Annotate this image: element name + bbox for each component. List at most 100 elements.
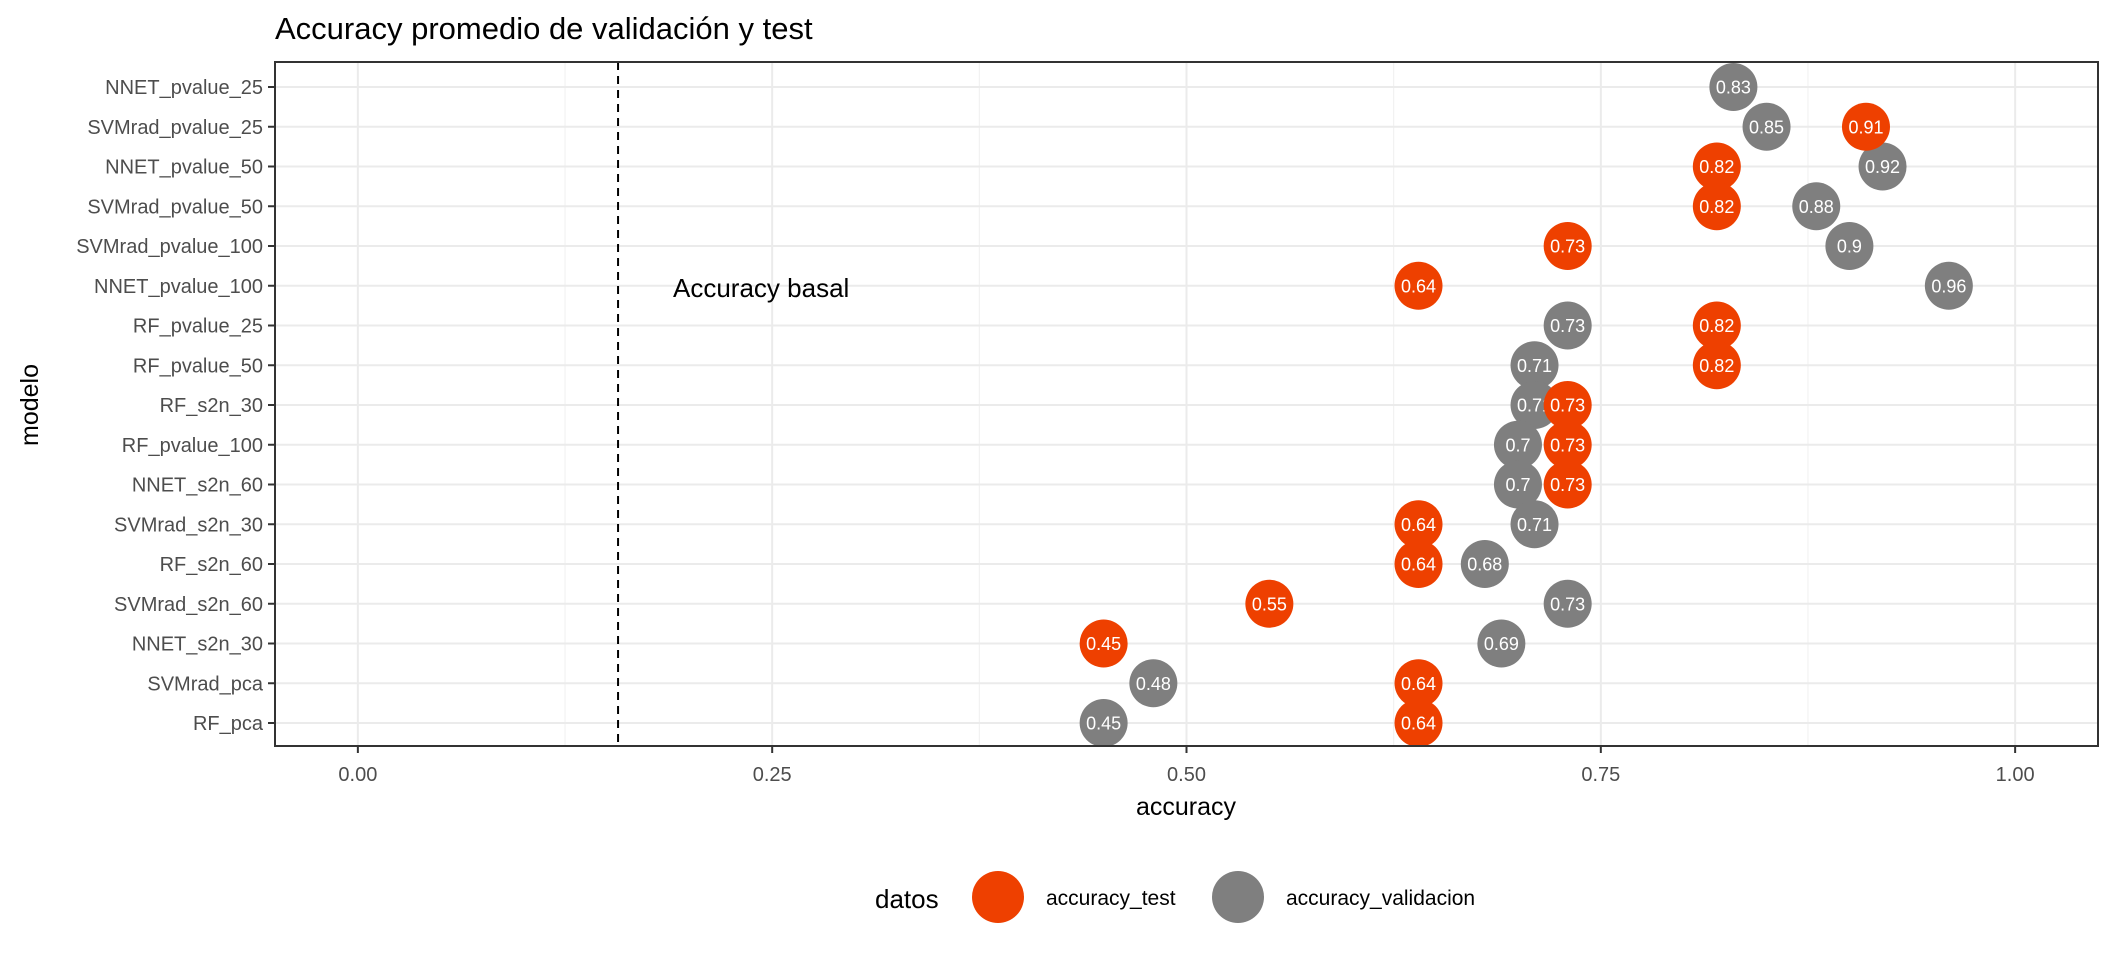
y-tick-label: NNET_s2n_30 [132,634,263,656]
data-label-accuracy_validacion: 0.45 [1086,714,1121,734]
data-point-accuracy_test [1079,619,1128,668]
reference-line-label: Accuracy basal [673,273,849,303]
data-point-accuracy_validacion [1742,102,1791,151]
data-point-accuracy_test [1543,381,1592,429]
data-label-accuracy_test: 0.73 [1550,396,1585,416]
data-point-accuracy_validacion [1858,142,1907,191]
y-axis-title: modelo [16,364,44,446]
data-label-accuracy_validacion: 0.73 [1550,594,1585,614]
data-point-accuracy_test [1394,540,1443,588]
data-label-accuracy_validacion: 0.71 [1517,396,1552,416]
data-label-accuracy_test: 0.82 [1699,157,1734,177]
data-label-accuracy_test: 0.64 [1401,276,1436,296]
y-tick-label: RF_pvalue_50 [133,355,263,377]
data-label-accuracy_validacion: 0.7 [1505,435,1530,455]
data-label-accuracy_test: 0.82 [1699,316,1734,336]
data-label-accuracy_test: 0.45 [1086,634,1121,654]
data-label-accuracy_validacion: 0.69 [1484,634,1519,654]
y-tick-label: SVMrad_pca [147,673,263,695]
data-point-accuracy_test [1543,222,1592,270]
legend-label-accuracy_validacion: accuracy_validacion [1286,887,1475,910]
y-tick-label: RF_s2n_30 [160,395,263,417]
data-point-accuracy_validacion [1543,579,1592,628]
y-tick-label: SVMrad_s2n_60 [114,594,263,616]
data-point-accuracy_test [1692,341,1741,390]
data-point-accuracy_validacion [1129,659,1178,708]
data-point-accuracy_validacion [1079,699,1128,747]
data-label-accuracy_test: 0.64 [1401,674,1436,694]
x-tick-label: 0.50 [1167,764,1206,786]
x-axis-title: accuracy [1136,793,1237,821]
data-point-accuracy_test [1245,579,1294,628]
legend-label-accuracy_test: accuracy_test [1046,887,1176,910]
data-point-accuracy_test [1394,500,1443,549]
data-point-accuracy_test [1692,182,1741,231]
data-point-accuracy_validacion [1510,381,1559,429]
data-point-accuracy_validacion [1460,540,1509,588]
data-point-accuracy_validacion [1510,341,1559,390]
y-tick-label: NNET_pvalue_100 [94,276,263,298]
data-label-accuracy_validacion: 0.92 [1865,157,1900,177]
data-label-accuracy_validacion: 0.96 [1931,276,1966,296]
data-point-accuracy_validacion [1493,420,1542,469]
data-point-accuracy_test [1692,142,1741,191]
data-label-accuracy_validacion: 0.48 [1136,674,1171,694]
legend-title: datos [875,884,939,914]
data-point-accuracy_test [1841,102,1890,151]
data-label-accuracy_validacion: 0.9 [1837,237,1862,257]
data-label-accuracy_test: 0.82 [1699,356,1734,376]
data-point-accuracy_validacion [1510,500,1559,549]
data-label-accuracy_test: 0.64 [1401,714,1436,734]
data-point-accuracy_validacion [1792,182,1841,231]
data-label-accuracy_test: 0.91 [1848,117,1883,137]
data-label-accuracy_validacion: 0.88 [1799,197,1834,217]
data-point-accuracy_test [1394,699,1443,747]
x-tick-label: 0.25 [753,764,792,786]
data-label-accuracy_test: 0.64 [1401,555,1436,575]
legend: datos accuracy_test accuracy_validacion [875,871,1475,923]
data-label-accuracy_test: 0.73 [1550,237,1585,257]
data-point-accuracy_validacion [1477,619,1526,668]
y-tick-label: NNET_s2n_60 [132,475,263,497]
x-tick-label: 1.00 [1996,764,2035,786]
data-label-accuracy_test: 0.55 [1252,594,1287,614]
data-point-accuracy_test [1543,460,1592,509]
data-label-accuracy_test: 0.82 [1699,197,1734,217]
data-point-accuracy_test [1394,659,1443,708]
data-label-accuracy_validacion: 0.73 [1550,316,1585,336]
data-label-accuracy_validacion: 0.71 [1517,356,1552,376]
data-label-accuracy_test: 0.73 [1550,435,1585,455]
data-label-accuracy_validacion: 0.83 [1716,78,1751,98]
y-tick-label: SVMrad_pvalue_50 [87,196,263,218]
data-point-accuracy_test [1543,420,1592,469]
legend-key-accuracy_validacion [1212,871,1264,923]
data-label-accuracy_validacion: 0.68 [1467,555,1502,575]
data-label-accuracy_validacion: 0.85 [1749,117,1784,137]
chart-title: Accuracy promedio de validación y test [275,11,813,46]
data-point-accuracy_validacion [1825,222,1874,270]
legend-key-accuracy_test [972,871,1024,923]
data-point-accuracy_test [1394,261,1443,310]
data-point-accuracy_validacion [1543,301,1592,350]
y-tick-label: SVMrad_pvalue_100 [76,236,263,258]
y-tick-label: RF_s2n_60 [160,554,263,576]
data-point-accuracy_validacion [1709,63,1758,111]
y-tick-label: SVMrad_pvalue_25 [87,117,263,139]
y-tick-label: RF_pvalue_100 [122,435,263,457]
data-point-accuracy_test [1692,301,1741,350]
y-tick-label: RF_pvalue_25 [133,316,263,338]
y-tick-label: NNET_pvalue_50 [105,157,263,179]
y-tick-label: SVMrad_s2n_30 [114,514,263,536]
x-tick-label: 0.75 [1581,764,1620,786]
data-point-accuracy_validacion [1493,460,1542,509]
data-label-accuracy_validacion: 0.71 [1517,515,1552,535]
data-point-accuracy_validacion [1924,261,1973,310]
y-tick-label: NNET_pvalue_25 [105,77,263,99]
data-label-accuracy_test: 0.64 [1401,515,1436,535]
plot-area: Accuracy basal 0.83 0.85 0.92 0.880.9 0.96 0.7… [76,61,2099,786]
data-label-accuracy_validacion: 0.7 [1505,475,1530,495]
data-label-accuracy_test: 0.73 [1550,475,1585,495]
x-tick-label: 0.00 [338,764,377,786]
y-tick-label: RF_pca [193,713,264,735]
